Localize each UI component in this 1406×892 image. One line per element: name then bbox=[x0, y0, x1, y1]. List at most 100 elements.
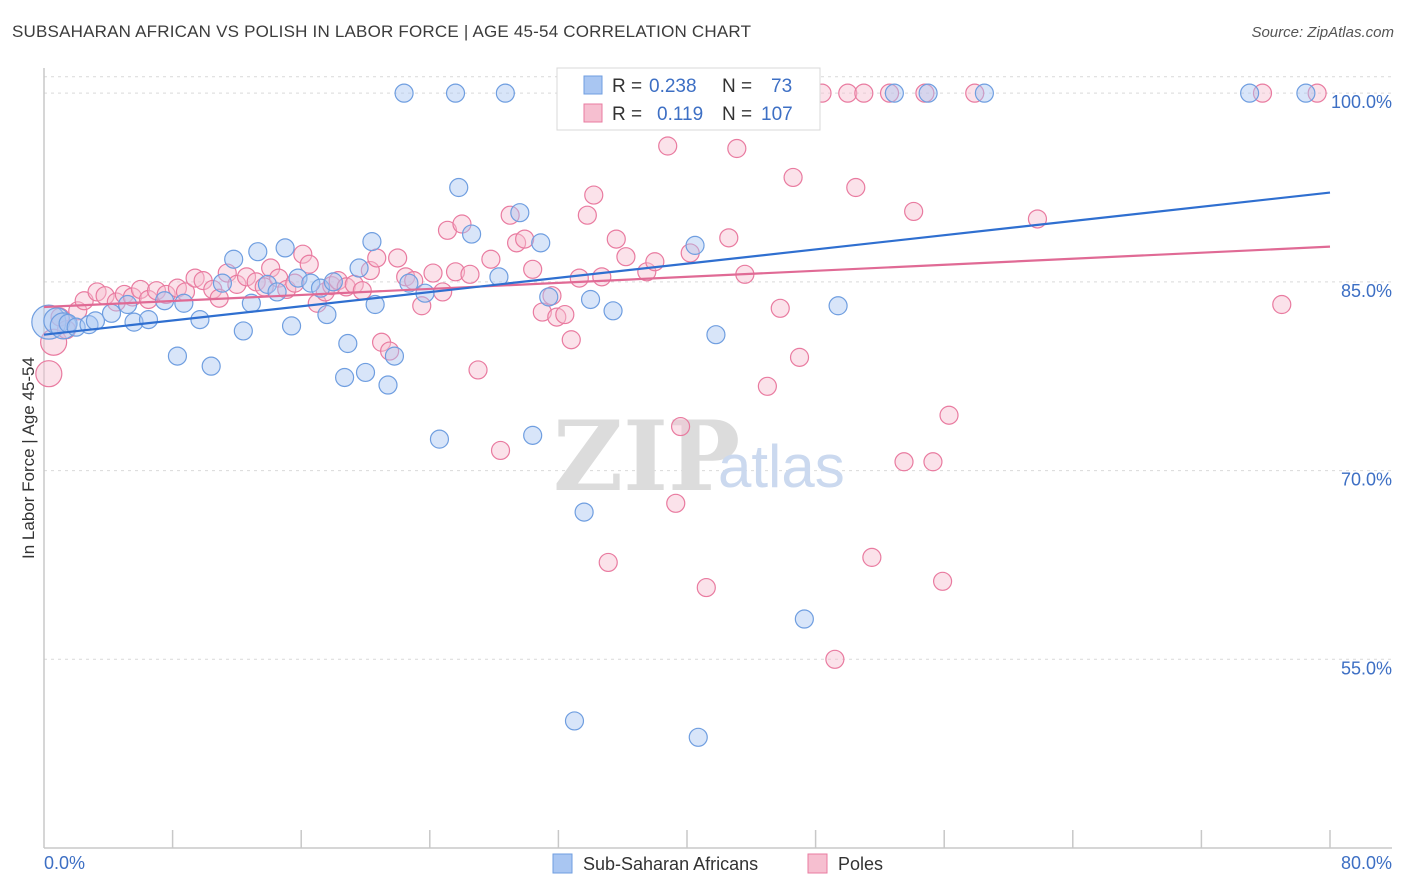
poles-point-75 bbox=[658, 136, 678, 156]
poles-point-98 bbox=[923, 452, 943, 472]
poles-point-13 bbox=[146, 281, 167, 301]
sub-saharan-point-25 bbox=[288, 268, 308, 288]
poles-point-64 bbox=[561, 330, 581, 350]
source-credit: Source: ZipAtlas.com bbox=[1251, 24, 1394, 41]
sub-saharan-point-36 bbox=[378, 375, 398, 395]
sub-saharan-point-50 bbox=[539, 287, 559, 307]
y-tick-label-70: 70.0% bbox=[1341, 470, 1392, 490]
legend-swatch-blue bbox=[583, 75, 603, 95]
sub-saharan-point-22 bbox=[267, 282, 287, 302]
sub-saharan-point-20 bbox=[248, 242, 268, 262]
poles-point-81 bbox=[719, 228, 739, 248]
poles-point-85 bbox=[770, 298, 790, 318]
poles-point-82 bbox=[727, 138, 747, 159]
sub-saharan-point-23 bbox=[275, 238, 295, 258]
bottom-legend-swatch-blue bbox=[552, 853, 573, 874]
poles-point-67 bbox=[584, 185, 604, 205]
poles-point-40 bbox=[367, 248, 387, 268]
sub-saharan-point-8 bbox=[117, 294, 138, 315]
sub-saharan-point-38 bbox=[394, 83, 414, 103]
poles-point-96 bbox=[904, 201, 924, 222]
sub-saharan-point-44 bbox=[461, 224, 482, 244]
sub-saharan-point-66 bbox=[1296, 83, 1316, 103]
sub-saharan-point-63 bbox=[918, 83, 938, 103]
poles-point-55 bbox=[490, 440, 511, 461]
poles-point-39 bbox=[360, 260, 380, 281]
bottom-legend-label-2: Poles bbox=[838, 854, 883, 874]
watermark-atlas: atlas bbox=[718, 433, 845, 500]
poles-point-53 bbox=[468, 360, 488, 380]
poles-point-22 bbox=[227, 274, 247, 294]
poles-point-31 bbox=[299, 254, 319, 274]
poles-point-94 bbox=[879, 83, 900, 103]
chart-title: SUBSAHARAN AFRICAN VS POLISH IN LABOR FO… bbox=[12, 22, 752, 41]
sub-saharan-point-31 bbox=[338, 333, 358, 354]
y-tick-labels: 55.0% 70.0% 85.0% 100.0% bbox=[1331, 92, 1392, 678]
legend-box: R = 0.238 N = 73 R = 0.119 N = 107 bbox=[556, 67, 821, 131]
sub-saharan-point-49 bbox=[531, 233, 551, 253]
poles-point-23 bbox=[236, 267, 257, 287]
sub-saharan-point-37 bbox=[384, 346, 405, 366]
poles-point-90 bbox=[838, 83, 858, 103]
legend-n-value-1: 73 bbox=[771, 76, 792, 97]
poles-point-69 bbox=[598, 552, 618, 573]
poles-point-63 bbox=[555, 304, 575, 325]
poles-point-54 bbox=[481, 249, 501, 269]
poles-point-86 bbox=[783, 167, 803, 188]
sub-saharan-point-39 bbox=[399, 273, 419, 293]
poles-point-61 bbox=[542, 286, 562, 306]
sub-saharan-point-55 bbox=[603, 301, 623, 321]
poles-point-47 bbox=[423, 263, 443, 283]
poles-point-89 bbox=[825, 649, 845, 669]
sub-saharan-point-41 bbox=[429, 429, 450, 449]
poles-point-105 bbox=[1307, 83, 1327, 103]
poles-point-49 bbox=[437, 220, 458, 240]
sub-saharan-point-53 bbox=[580, 289, 601, 310]
poles-point-93 bbox=[862, 547, 882, 567]
poles-point-43 bbox=[388, 248, 408, 268]
poles-point-70 bbox=[606, 229, 626, 249]
sub-saharan-point-61 bbox=[828, 296, 848, 316]
poles-point-95 bbox=[894, 452, 914, 472]
poles-point-65 bbox=[569, 268, 589, 288]
legend-n-label-1: N = bbox=[722, 76, 752, 97]
poles-point-68 bbox=[592, 267, 612, 287]
poles-point-100 bbox=[939, 405, 959, 425]
sub-saharan-point-29 bbox=[323, 272, 343, 292]
poles-point-62 bbox=[547, 307, 567, 327]
sub-saharan-point-17 bbox=[224, 249, 244, 269]
x-tick-label-max: 80.0% bbox=[1341, 853, 1392, 873]
poles-point-29 bbox=[285, 273, 305, 293]
sub-saharan-point-12 bbox=[167, 346, 188, 366]
poles-point-46 bbox=[412, 296, 432, 316]
sub-saharan-point-48 bbox=[523, 425, 543, 445]
legend-swatch-pink bbox=[583, 103, 603, 123]
sub-saharan-point-10 bbox=[138, 310, 159, 330]
legend-n-label-2: N = bbox=[722, 104, 752, 125]
poles-point-76 bbox=[666, 493, 686, 513]
watermark: ZIP atlas bbox=[553, 400, 845, 513]
poles-point-77 bbox=[670, 416, 691, 437]
sub-saharan-points bbox=[31, 83, 1316, 747]
y-axis-label: In Labor Force | Age 45-54 bbox=[19, 357, 38, 559]
y-tick-label-85: 85.0% bbox=[1341, 281, 1392, 301]
sub-saharan-point-13 bbox=[174, 293, 194, 313]
poles-point-51 bbox=[452, 214, 472, 234]
sub-saharan-point-32 bbox=[349, 258, 369, 278]
poles-point-87 bbox=[789, 347, 810, 367]
poles-point-52 bbox=[460, 264, 480, 284]
poles-point-99 bbox=[932, 571, 953, 591]
poles-point-17 bbox=[185, 268, 205, 288]
poles-point-50 bbox=[445, 262, 466, 282]
sub-saharan-point-26 bbox=[301, 273, 321, 293]
trend-lines bbox=[43, 191, 1331, 336]
legend-r-value-1: 0.238 bbox=[649, 76, 697, 97]
poles-point-11 bbox=[130, 279, 151, 300]
poles-point-0 bbox=[35, 360, 63, 388]
sub-saharan-point-58 bbox=[706, 325, 726, 345]
sub-saharan-point-46 bbox=[495, 83, 515, 103]
sub-saharan-point-57 bbox=[688, 727, 708, 747]
sub-saharan-point-60 bbox=[794, 609, 814, 629]
sub-saharan-point-28 bbox=[317, 304, 337, 325]
